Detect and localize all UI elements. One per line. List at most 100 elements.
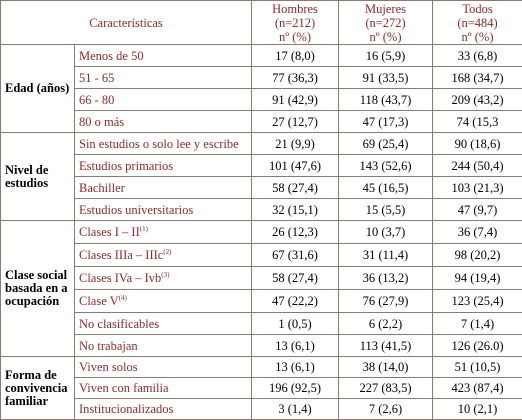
value-cell: 3 (1,4)	[252, 399, 339, 420]
value-cell: 94 (19,4)	[433, 267, 522, 290]
value-cell: 168 (34,7)	[433, 67, 522, 89]
value-cell: 10 (3,7)	[339, 221, 433, 244]
value-cell: 17 (8,0)	[252, 45, 339, 67]
table-row: Bachiller 58 (27,4) 45 (16,5) 103 (21,3)	[1, 177, 522, 199]
value-cell: 36 (13,2)	[339, 267, 433, 290]
value-cell: 103 (21,3)	[433, 177, 522, 199]
value-cell: 91 (42,9)	[252, 89, 339, 111]
table-row: Institucionalizados 3 (1,4) 7 (2,6) 10 (…	[1, 399, 522, 420]
row-label: 66 - 80	[75, 89, 252, 111]
value-cell: 123 (25,4)	[433, 290, 522, 313]
header-unit-label: nº (%)	[343, 30, 428, 44]
value-cell: 47 (17,3)	[339, 111, 433, 133]
row-label-text: Clases IIIa – IIIc	[79, 248, 163, 262]
value-cell: 47 (22,2)	[252, 290, 339, 313]
value-cell: 32 (15,1)	[252, 199, 339, 221]
table-row: Estudios universitarios 32 (15,1) 15 (5,…	[1, 199, 522, 221]
header-characteristics: Características	[1, 1, 252, 45]
row-label: Clase V(4)	[75, 290, 252, 313]
row-label: No trabajan	[75, 335, 252, 357]
table-row: 66 - 80 91 (42,9) 118 (43,7) 209 (43,2)	[1, 89, 522, 111]
header-group-label: Mujeres	[343, 2, 428, 16]
group-label-edad: Edad (años)	[1, 45, 75, 133]
value-cell: 45 (16,5)	[339, 177, 433, 199]
header-row: Características Hombres (n=212) nº (%) M…	[1, 1, 522, 45]
value-cell: 76 (27,9)	[339, 290, 433, 313]
row-label: Sin estudios o solo lee y escribe	[75, 133, 252, 155]
table-row: 80 o más 27 (12,7) 47 (17,3) 74 (15,3	[1, 111, 522, 133]
value-cell: 118 (43,7)	[339, 89, 433, 111]
value-cell: 423 (87,4)	[433, 378, 522, 399]
table-row: No clasificables 1 (0,5) 6 (2,2) 7 (1,4)	[1, 313, 522, 335]
value-cell: 7 (1,4)	[433, 313, 522, 335]
table-row: Nivel de estudios Sin estudios o solo le…	[1, 133, 522, 155]
table-row: Clases IIIa – IIIc(2) 67 (31,6) 31 (11,4…	[1, 244, 522, 267]
header-n-label: (n=484)	[437, 16, 518, 30]
value-cell: 91 (33,5)	[339, 67, 433, 89]
header-n-label: (n=272)	[343, 16, 428, 30]
table-row: 51 - 65 77 (36,3) 91 (33,5) 168 (34,7)	[1, 67, 522, 89]
header-hombres: Hombres (n=212) nº (%)	[252, 1, 339, 45]
header-todos: Todos (n=484) nº (%)	[433, 1, 522, 45]
header-group-label: Todos	[437, 2, 518, 16]
footnote-marker: (4)	[119, 294, 127, 302]
footnote-marker: (3)	[161, 271, 169, 279]
value-cell: 33 (6,8)	[433, 45, 522, 67]
value-cell: 98 (20,2)	[433, 244, 522, 267]
row-label: Viven solos	[75, 357, 252, 378]
value-cell: 51 (10,5)	[433, 357, 522, 378]
row-label: Estudios universitarios	[75, 199, 252, 221]
table-row: Estudios primarios 101 (47,6) 143 (52,6)…	[1, 155, 522, 177]
value-cell: 209 (43,2)	[433, 89, 522, 111]
header-group-label: Hombres	[256, 2, 334, 16]
row-label: Clases I – II(1)	[75, 221, 252, 244]
value-cell: 38 (14,0)	[339, 357, 433, 378]
header-n-label: (n=212)	[256, 16, 334, 30]
table-row: Clases IVa – Ivb(3) 58 (27,4) 36 (13,2) …	[1, 267, 522, 290]
value-cell: 58 (27,4)	[252, 267, 339, 290]
row-label: Bachiller	[75, 177, 252, 199]
table-row: Forma de convivencia familiar Viven solo…	[1, 357, 522, 378]
value-cell: 7 (2,6)	[339, 399, 433, 420]
value-cell: 13 (6,1)	[252, 335, 339, 357]
footnote-marker: (2)	[163, 248, 171, 256]
footnote-marker: (1)	[140, 225, 148, 233]
value-cell: 113 (41,5)	[339, 335, 433, 357]
header-unit-label: nº (%)	[437, 30, 518, 44]
value-cell: 143 (52,6)	[339, 155, 433, 177]
table-row: Edad (años) Menos de 50 17 (8,0) 16 (5,9…	[1, 45, 522, 67]
header-mujeres: Mujeres (n=272) nº (%)	[339, 1, 433, 45]
row-label: 80 o más	[75, 111, 252, 133]
row-label-text: Clase V	[79, 294, 119, 308]
table-row: No trabajan 13 (6,1) 113 (41,5) 126 (26.…	[1, 335, 522, 357]
table-row: Viven con familia 196 (92,5) 227 (83,5) …	[1, 378, 522, 399]
value-cell: 69 (25,4)	[339, 133, 433, 155]
row-label: Clases IVa – Ivb(3)	[75, 267, 252, 290]
value-cell: 36 (7,4)	[433, 221, 522, 244]
group-label-clase-social: Clase social basada en a ocupación	[1, 221, 75, 357]
value-cell: 15 (5,5)	[339, 199, 433, 221]
value-cell: 77 (36,3)	[252, 67, 339, 89]
group-label-nivel-estudios: Nivel de estudios	[1, 133, 75, 221]
row-label: No clasificables	[75, 313, 252, 335]
row-label: Viven con familia	[75, 378, 252, 399]
row-label: 51 - 65	[75, 67, 252, 89]
value-cell: 244 (50,4)	[433, 155, 522, 177]
value-cell: 74 (15,3	[433, 111, 522, 133]
header-unit-label: nº (%)	[256, 30, 334, 44]
value-cell: 16 (5,9)	[339, 45, 433, 67]
value-cell: 47 (9,7)	[433, 199, 522, 221]
value-cell: 13 (6,1)	[252, 357, 339, 378]
header-characteristics-label: Características	[89, 16, 163, 30]
value-cell: 31 (11,4)	[339, 244, 433, 267]
value-cell: 101 (47,6)	[252, 155, 339, 177]
value-cell: 21 (9,9)	[252, 133, 339, 155]
value-cell: 27 (12,7)	[252, 111, 339, 133]
row-label-text: Clases I – II	[79, 225, 140, 239]
value-cell: 6 (2,2)	[339, 313, 433, 335]
row-label: Institucionalizados	[75, 399, 252, 420]
value-cell: 10 (2,1)	[433, 399, 522, 420]
group-label-convivencia: Forma de convivencia familiar	[1, 357, 75, 420]
value-cell: 126 (26.0)	[433, 335, 522, 357]
row-label: Estudios primarios	[75, 155, 252, 177]
